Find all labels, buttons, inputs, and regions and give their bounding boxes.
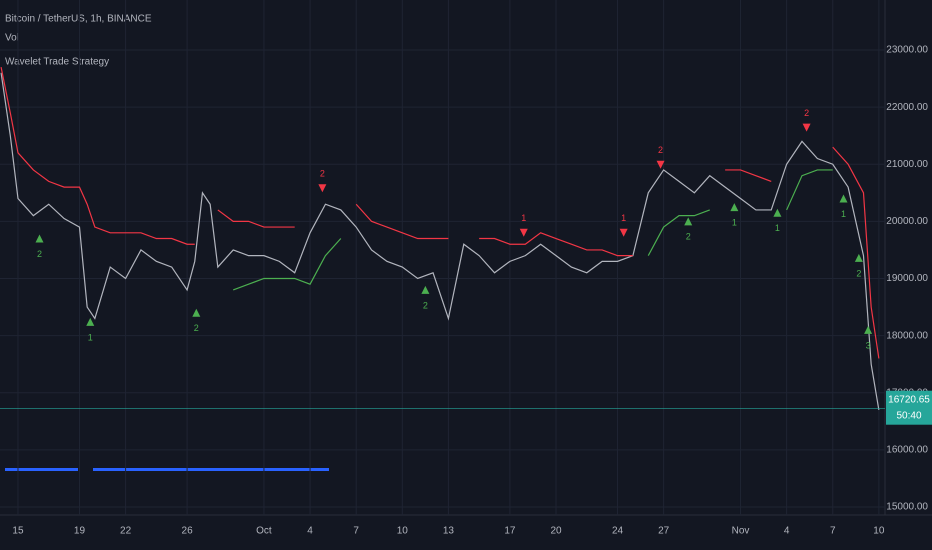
signal-marker (35, 234, 44, 243)
indicator-label: Wavelet Trade Strategy (5, 57, 109, 68)
signal-label: 2 (804, 108, 809, 118)
signal-marker (619, 228, 628, 237)
x-tick-label: Nov (732, 526, 750, 537)
signal-marker (773, 208, 782, 217)
signal-label: 2 (856, 268, 861, 278)
x-tick-label: 13 (443, 526, 455, 537)
signal-marker (519, 228, 528, 237)
signal-label: 1 (732, 217, 737, 227)
signal-label: 2 (194, 323, 199, 333)
x-tick-label: 10 (397, 526, 409, 537)
x-tick-label: 4 (307, 526, 313, 537)
signal-label: 1 (621, 213, 626, 223)
signal-marker (854, 253, 863, 262)
y-tick-label: 19000.00 (886, 273, 928, 284)
signal-label: 2 (658, 145, 663, 155)
x-tick-label: 26 (182, 526, 194, 537)
signal-marker (864, 325, 873, 334)
indicator-label: Vol (5, 33, 19, 44)
y-tick-label: 22000.00 (886, 102, 928, 113)
signal-label: 2 (686, 232, 691, 242)
last-price-label: 16720.65 (888, 394, 930, 405)
signal-marker (684, 217, 693, 226)
signal-marker (86, 317, 95, 326)
signal-marker (318, 184, 327, 193)
signal-label: 1 (775, 223, 780, 233)
signal-label: 1 (841, 209, 846, 219)
chart-title: Bitcoin / TetherUS, 1h, BINANCE (5, 14, 152, 25)
last-price-box (886, 390, 932, 425)
signal-marker (730, 203, 739, 212)
price-line (232, 169, 833, 291)
signal-label: 1 (88, 332, 93, 342)
x-tick-label: 15 (12, 526, 24, 537)
signal-label: 1 (521, 213, 526, 223)
strategy-bar (93, 468, 329, 471)
y-tick-label: 23000.00 (886, 45, 928, 56)
countdown: 50:40 (896, 410, 921, 421)
y-tick-label: 16000.00 (886, 445, 928, 456)
y-tick-label: 21000.00 (886, 159, 928, 170)
x-tick-label: Oct (256, 526, 272, 537)
y-tick-label: 18000.00 (886, 330, 928, 341)
x-tick-label: 27 (658, 526, 670, 537)
x-tick-label: 20 (550, 526, 562, 537)
signal-label: 2 (37, 249, 42, 259)
signal-label: 3 (866, 340, 871, 350)
signal-marker (802, 123, 811, 132)
strategy-bar (5, 468, 78, 471)
price-line (0, 72, 880, 410)
x-tick-label: 17 (504, 526, 516, 537)
signal-marker (656, 160, 665, 169)
x-tick-label: 10 (873, 526, 885, 537)
signal-marker (421, 285, 430, 294)
x-tick-label: 19 (74, 526, 86, 537)
x-tick-label: 22 (120, 526, 132, 537)
signal-marker (839, 194, 848, 203)
x-tick-label: 7 (353, 526, 359, 537)
x-tick-label: 7 (830, 526, 836, 537)
signal-label: 2 (423, 300, 428, 310)
y-tick-label: 15000.00 (886, 502, 928, 513)
x-tick-label: 4 (784, 526, 790, 537)
signal-label: 2 (320, 169, 325, 179)
price-line (0, 67, 880, 359)
x-tick-label: 24 (612, 526, 624, 537)
y-tick-label: 20000.00 (886, 216, 928, 227)
signal-marker (192, 308, 201, 317)
